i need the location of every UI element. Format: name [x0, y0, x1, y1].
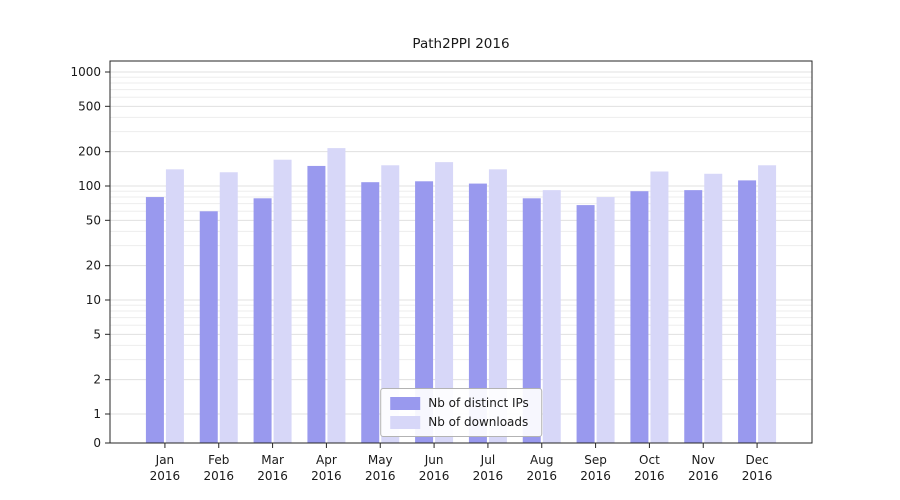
y-axis-tick-label: 500 [78, 99, 101, 113]
bar-downloads [650, 171, 669, 443]
bar-distinct-ips [522, 198, 541, 443]
bar-downloads [596, 197, 615, 443]
x-axis-year-label: 2016 [742, 469, 773, 483]
bar-distinct-ips [307, 165, 326, 443]
y-axis-tick-label: 0 [93, 436, 101, 450]
bar-downloads [542, 190, 561, 443]
x-axis-month-label: Dec [745, 453, 768, 467]
plot-frame [109, 60, 813, 444]
bar-distinct-ips [738, 180, 757, 443]
bar-downloads [273, 159, 292, 443]
bar-distinct-ips [468, 183, 487, 444]
bar-downloads [704, 173, 723, 443]
x-axis-year-label: 2016 [634, 469, 665, 483]
x-axis-year-label: 2016 [580, 469, 611, 483]
x-axis-month-label: Aug [530, 453, 553, 467]
bar-distinct-ips [630, 191, 649, 443]
legend-swatch-downloads [390, 415, 421, 429]
x-axis-year-label: 2016 [257, 469, 288, 483]
x-axis-month-label: Jan [155, 453, 175, 467]
legend: Nb of distinct IPs Nb of downloads [380, 388, 542, 437]
legend-label-downloads: Nb of downloads [428, 415, 529, 429]
x-axis-year-label: 2016 [203, 469, 234, 483]
y-axis-tick-label: 2 [93, 373, 101, 387]
bar-distinct-ips [361, 182, 380, 443]
x-axis-year-label: 2016 [365, 469, 396, 483]
y-axis-tick-label: 50 [86, 213, 101, 227]
bar-distinct-ips [199, 211, 218, 443]
bar-downloads [381, 165, 400, 443]
bar-downloads [219, 172, 238, 443]
x-axis-month-label: Apr [316, 453, 337, 467]
x-axis-month-label: Nov [692, 453, 715, 467]
x-axis-year-label: 2016 [688, 469, 719, 483]
bar-downloads [488, 169, 507, 443]
y-axis-tick-label: 5 [93, 327, 101, 341]
x-axis-month-label: Mar [261, 453, 284, 467]
bar-downloads [327, 148, 346, 443]
bar-downloads [165, 169, 184, 443]
y-axis-tick-label: 20 [86, 259, 101, 273]
y-axis-tick-label: 200 [78, 145, 101, 159]
chart-title: Path2PPI 2016 [412, 36, 510, 52]
y-axis-tick-label: 1 [93, 407, 101, 421]
legend-swatch-distinct-ips [390, 396, 421, 410]
bar-distinct-ips [145, 197, 164, 443]
bar-downloads [435, 162, 454, 443]
bar-distinct-ips [253, 198, 272, 443]
x-axis-year-label: 2016 [419, 469, 450, 483]
x-axis-year-label: 2016 [526, 469, 557, 483]
x-axis-year-label: 2016 [150, 469, 181, 483]
bar-distinct-ips [576, 205, 595, 443]
x-axis-month-label: May [368, 453, 393, 467]
bar-distinct-ips [415, 181, 434, 443]
bar-distinct-ips [684, 190, 703, 443]
x-axis-month-label: Oct [639, 453, 660, 467]
x-axis-year-label: 2016 [311, 469, 342, 483]
legend-label-distinct-ips: Nb of distinct IPs [428, 396, 529, 410]
bar-downloads [758, 165, 777, 443]
y-axis-tick-label: 10 [86, 293, 101, 307]
x-axis-year-label: 2016 [473, 469, 504, 483]
legend-item-distinct-ips: Nb of distinct IPs [390, 396, 529, 410]
y-axis-tick-label: 100 [78, 179, 101, 193]
x-axis-month-label: Sep [584, 453, 607, 467]
legend-item-downloads: Nb of downloads [390, 415, 529, 429]
x-axis-month-label: Jul [480, 453, 495, 467]
x-axis-month-label: Feb [208, 453, 229, 467]
y-axis-tick-label: 1000 [70, 65, 101, 79]
x-axis-month-label: Jun [424, 453, 444, 467]
